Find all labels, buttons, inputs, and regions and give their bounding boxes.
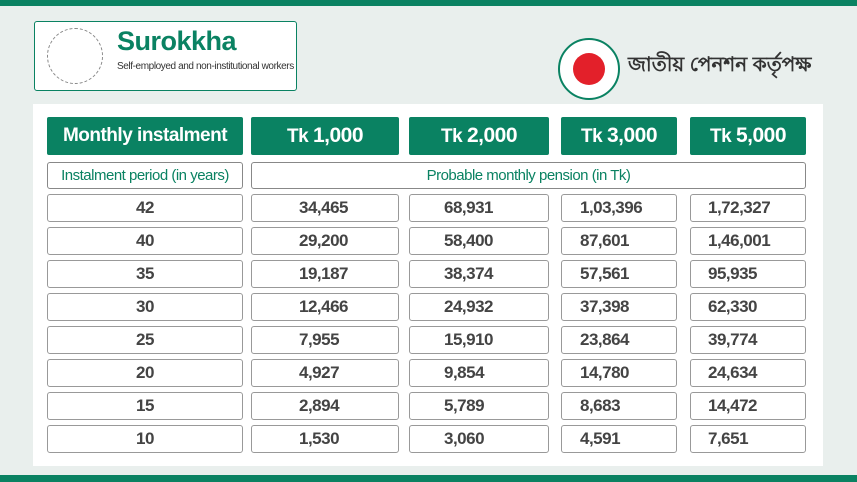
pension-value-cell: 15,910 — [409, 326, 549, 354]
years-cell: 35 — [47, 260, 243, 288]
pension-value-cell: 14,780 — [561, 359, 677, 387]
pension-value-cell: 7,651 — [690, 425, 806, 453]
pension-value-cell: 4,927 — [251, 359, 399, 387]
pension-value-cell: 1,46,001 — [690, 227, 806, 255]
header-amount: Tk 2,000 — [409, 117, 549, 155]
pension-value-cell: 87,601 — [561, 227, 677, 255]
pension-value-cell: 57,561 — [561, 260, 677, 288]
years-cell: 30 — [47, 293, 243, 321]
pension-value-cell: 68,931 — [409, 194, 549, 222]
pension-value-cell: 62,330 — [690, 293, 806, 321]
pension-value-cell: 58,400 — [409, 227, 549, 255]
pension-value-cell: 24,634 — [690, 359, 806, 387]
pension-value-cell: 5,789 — [409, 392, 549, 420]
amount: 5,000 — [735, 124, 787, 147]
currency-prefix: Tk — [580, 126, 603, 147]
pension-label: Probable monthly pension (in Tk) — [251, 162, 806, 189]
pension-value-cell: 34,465 — [251, 194, 399, 222]
pension-value-cell: 8,683 — [561, 392, 677, 420]
brand-name: Surokkha — [117, 26, 237, 56]
bottom-bar — [0, 475, 857, 482]
pension-value-cell: 29,200 — [251, 227, 399, 255]
years-cell: 15 — [47, 392, 243, 420]
pension-value-cell: 3,060 — [409, 425, 549, 453]
pension-value-cell: 1,03,396 — [561, 194, 677, 222]
pension-value-cell: 39,774 — [690, 326, 806, 354]
pension-value-cell: 38,374 — [409, 260, 549, 288]
amount: 3,000 — [606, 124, 658, 147]
pension-value-cell: 9,854 — [409, 359, 549, 387]
top-bar — [0, 0, 857, 6]
pension-value-cell: 14,472 — [690, 392, 806, 420]
pension-value-cell: 37,398 — [561, 293, 677, 321]
header-amount: Tk 3,000 — [561, 117, 677, 155]
pension-value-cell: 12,466 — [251, 293, 399, 321]
pension-value-cell: 23,864 — [561, 326, 677, 354]
period-label: Instalment period (in years) — [47, 162, 243, 189]
amount: 1,000 — [312, 124, 364, 147]
header-amount: Tk 1,000 — [251, 117, 399, 155]
pension-value-cell: 7,955 — [251, 326, 399, 354]
pension-value-cell: 95,935 — [690, 260, 806, 288]
years-cell: 20 — [47, 359, 243, 387]
pension-value-cell: 1,530 — [251, 425, 399, 453]
years-cell: 25 — [47, 326, 243, 354]
currency-prefix: Tk — [286, 126, 309, 147]
authority-name: জাতীয় পেনশন কর্তৃপক্ষ — [628, 54, 812, 76]
years-cell: 42 — [47, 194, 243, 222]
pension-value-cell: 2,894 — [251, 392, 399, 420]
amount: 2,000 — [466, 124, 518, 147]
pension-value-cell: 1,72,327 — [690, 194, 806, 222]
workers-illustration-icon — [47, 28, 103, 84]
pension-value-cell: 19,187 — [251, 260, 399, 288]
currency-prefix: Tk — [440, 126, 463, 147]
years-cell: 40 — [47, 227, 243, 255]
header-amount: Tk 5,000 — [690, 117, 806, 155]
header-monthly-instalment: Monthly instalment — [47, 117, 243, 155]
surokkha-logo-box: Surokkha Self-employed and non-instituti… — [34, 21, 297, 91]
government-seal-icon — [558, 38, 620, 100]
brand-tagline: Self-employed and non-institutional work… — [117, 61, 294, 72]
currency-prefix: Tk — [709, 126, 732, 147]
years-cell: 10 — [47, 425, 243, 453]
pension-value-cell: 4,591 — [561, 425, 677, 453]
pension-value-cell: 24,932 — [409, 293, 549, 321]
